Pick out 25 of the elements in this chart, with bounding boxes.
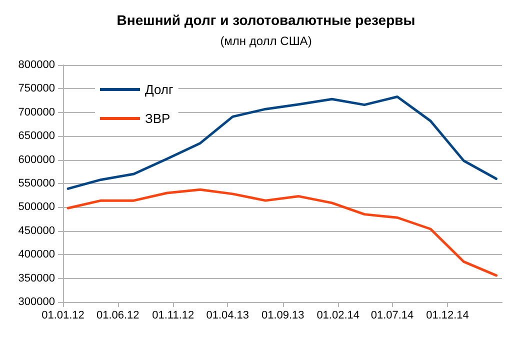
y-tick-label: 700000 (18, 106, 55, 118)
y-tick-label: 650000 (18, 130, 55, 142)
line-series (66, 188, 498, 277)
y-tick-label: 300000 (18, 296, 55, 308)
y-tick-label: 350000 (18, 272, 55, 284)
x-tick-label: 01.02.14 (316, 310, 360, 322)
x-tick-label: 01.04.13 (206, 310, 250, 322)
y-tick-label: 500000 (18, 201, 55, 214)
x-tick-label: 01.07.14 (370, 310, 414, 322)
y-tick-label: 800000 (18, 59, 55, 71)
x-tick-label: 01.12.14 (426, 310, 469, 322)
x-tick-label: 01.01.12 (42, 310, 84, 322)
line-series (66, 96, 498, 190)
y-tick-label: 750000 (18, 82, 55, 95)
y-tick-label: 600000 (18, 154, 55, 166)
y-tick-label: 450000 (18, 224, 55, 237)
y-tick-label: 550000 (18, 178, 55, 190)
x-tick-label: 01.11.12 (152, 310, 194, 322)
legend-label: ЗВР (145, 111, 170, 126)
legend-label: Долг (145, 82, 174, 97)
x-tick-label: 01.06.12 (96, 310, 140, 322)
chart-title: Внешний долг и золотовалютные резервы (116, 12, 416, 28)
x-tick-label: 01.09.13 (261, 310, 304, 322)
chart-subtitle: (млн долл США) (220, 34, 312, 48)
y-tick-label: 400000 (18, 248, 55, 261)
